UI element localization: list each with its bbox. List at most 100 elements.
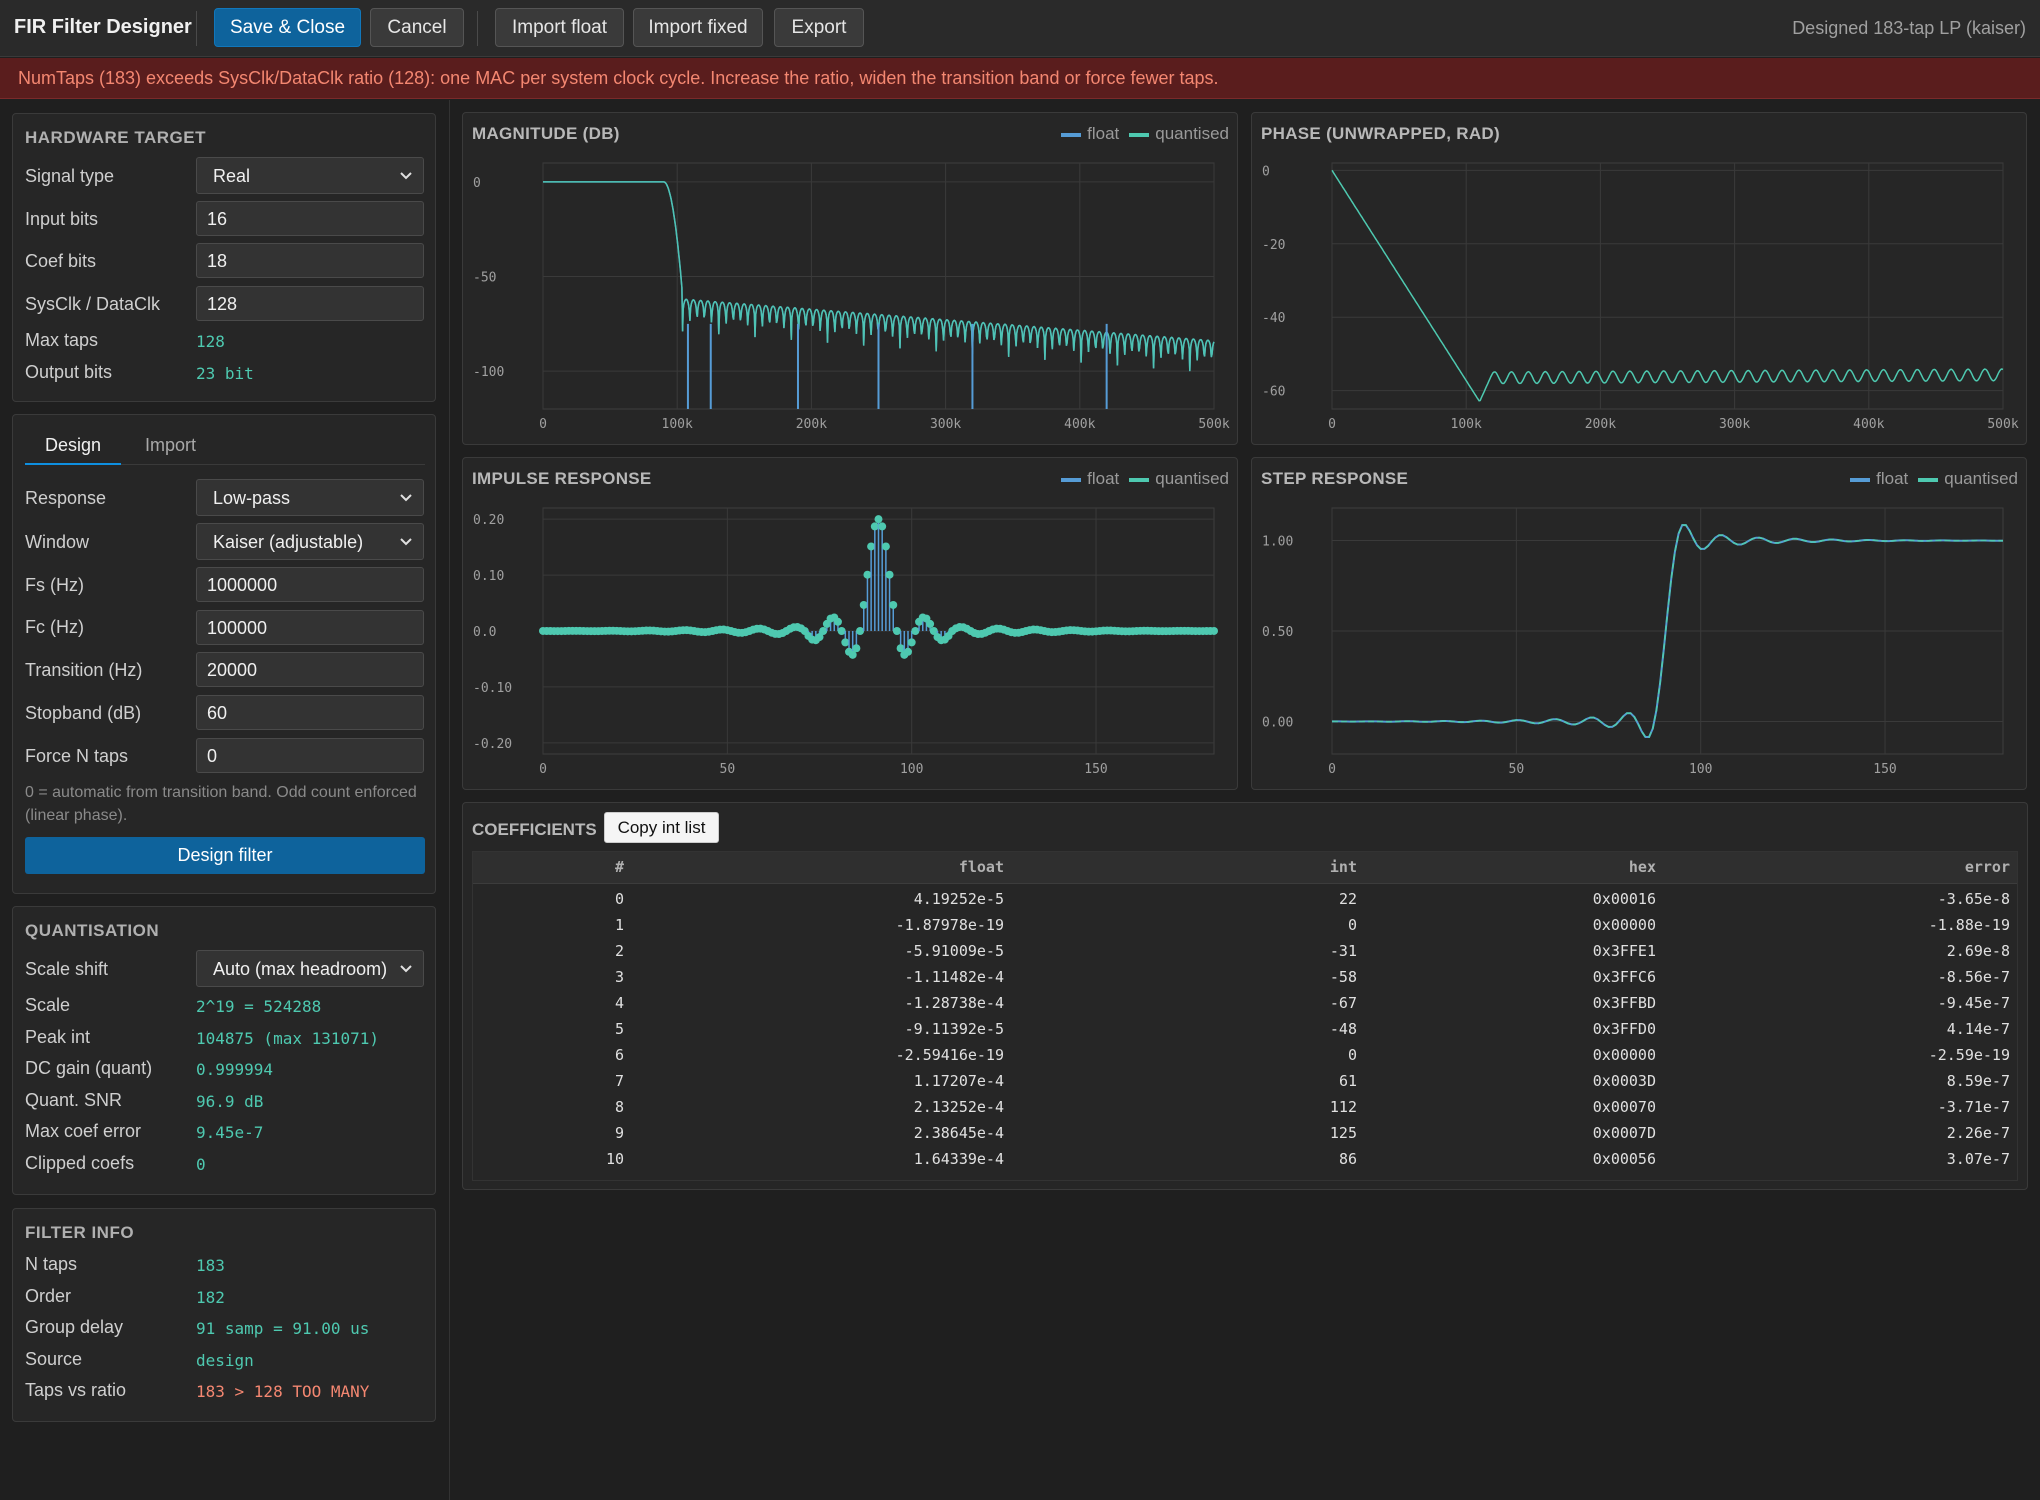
stopband-field[interactable]: 60 [196, 695, 424, 730]
y-tick-label: 0.20 [473, 513, 504, 528]
col-float: float [958, 858, 1004, 876]
chart-legend: float quantised [1061, 469, 1229, 489]
legend-quantised: quantised [1918, 469, 2018, 489]
x-tick-label: 400k [1064, 417, 1095, 432]
cell-float: -1.87978e-19 [895, 916, 1004, 934]
ratio-label: SysClk / DataClk [25, 294, 161, 314]
coef-bits-label: Coef bits [25, 251, 97, 271]
app-title: FIR Filter Designer [14, 16, 192, 38]
quantisation-panel: QUANTISATION Scale shift Auto (max headr… [12, 906, 436, 1195]
y-tick-label: 0.0 [473, 625, 496, 640]
signal-type-label: Signal type [25, 166, 115, 186]
save-close-button[interactable]: Save & Close [214, 8, 361, 47]
y-tick-label: 0 [1262, 164, 1270, 179]
phase-series-line [1331, 169, 2004, 402]
impulse-point [819, 627, 828, 635]
coefficients-panel: COEFFICIENTS Copy int list # float int h… [462, 802, 2028, 1190]
copy-int-list-button[interactable]: Copy int list [604, 812, 719, 843]
cell-int: 0 [1347, 1046, 1357, 1064]
cell-float: 4.19252e-5 [913, 890, 1004, 908]
hardware-target-panel: HARDWARE TARGET Signal type Real Input b… [12, 113, 436, 402]
tab-import[interactable]: Import [145, 435, 197, 455]
magnitude-chart: 0 100k 200k 300k 400k 500k 0 -50 -100 MAGNITUDE … [462, 112, 1238, 445]
impulse-point [848, 650, 857, 659]
impulse-point [833, 617, 842, 626]
cell-hex: 0x00056 [1592, 1150, 1656, 1168]
export-button[interactable]: Export [774, 8, 864, 47]
window-select[interactable]: Kaiser (adjustable) [196, 523, 424, 560]
clipped-coefs-label: Clipped coefs [25, 1153, 135, 1173]
cell-hex: 0x3FFC6 [1592, 968, 1656, 986]
response-value: Low-pass [213, 488, 291, 508]
chart-title: MAGNITUDE (DB) [472, 124, 620, 143]
col-hex: hex [1628, 858, 1656, 876]
y-tick-label: 0 [473, 176, 481, 191]
step-plot: 0 50 100 150 1.00 0.50 0.00 [1262, 507, 2004, 777]
x-tick-label: 0 [1328, 417, 1336, 432]
cell-hex: 0x00000 [1592, 916, 1656, 934]
x-tick-label: 50 [720, 762, 736, 777]
chevron-down-icon [400, 965, 412, 973]
group-delay-label: Group delay [25, 1317, 124, 1337]
step-chart: 0 50 100 150 1.00 0.50 0.00 STEP RESPONSE floa… [1251, 457, 2027, 790]
fc-field[interactable]: 100000 [196, 610, 424, 645]
cell-error: 3.07e-7 [1946, 1150, 2010, 1168]
cell-hex: 0x00070 [1592, 1098, 1656, 1116]
signal-type-value: Real [213, 166, 251, 186]
x-tick-label: 0 [539, 417, 547, 432]
sidebar: HARDWARE TARGET Signal type Real Input b… [0, 100, 450, 1500]
max-coef-error-label: Max coef error [25, 1121, 142, 1141]
x-tick-label: 200k [1585, 417, 1616, 432]
y-tick-label: 1.00 [1262, 535, 1293, 550]
response-select[interactable]: Low-pass [196, 479, 424, 516]
ratio-field[interactable]: 128 [196, 286, 424, 321]
cell-hex: 0x3FFE1 [1592, 942, 1656, 960]
group-delay-value: 91 samp = 91.00 us [196, 1319, 370, 1338]
table-row: 6 -2.59416e-19 0 0x00000 -2.59e-19 [473, 1040, 2017, 1066]
section-title: FILTER INFO [25, 1223, 135, 1242]
cell-error: 2.69e-8 [1946, 942, 2010, 960]
import-float-button[interactable]: Import float [495, 8, 624, 47]
cancel-button[interactable]: Cancel [370, 8, 464, 47]
cell-hex: 0x00016 [1592, 890, 1656, 908]
import-fixed-button[interactable]: Import fixed [633, 8, 763, 47]
cell-index: 3 [614, 968, 624, 986]
force-taps-hint: 0 = automatic from transition band. Odd … [25, 784, 417, 824]
clipped-coefs-value: 0 [196, 1155, 206, 1174]
y-tick-label: 0.10 [473, 569, 504, 584]
status-text: Designed 183-tap LP (kaiser) [1792, 18, 2026, 38]
chevron-down-icon [400, 172, 412, 180]
quantised-step-line [1332, 524, 2003, 738]
scale-shift-select[interactable]: Auto (max headroom) [196, 950, 424, 987]
cell-index: 0 [614, 890, 624, 908]
y-tick-label: -20 [1262, 238, 1285, 253]
table-row: 10 1.64339e-4 86 0x00056 3.07e-7 [473, 1144, 2017, 1170]
tab-design[interactable]: Design [25, 429, 122, 465]
coef-bits-field[interactable]: 18 [196, 243, 424, 278]
x-tick-label: 300k [930, 417, 961, 432]
impulse-point [881, 542, 890, 551]
output-bits-label: Output bits [25, 362, 113, 382]
cell-index: 9 [614, 1124, 624, 1142]
peak-int-label: Peak int [25, 1027, 91, 1047]
legend-quantised: quantised [1129, 469, 1229, 489]
table-row: 7 1.17207e-4 61 0x0003D 8.59e-7 [473, 1066, 2017, 1092]
fs-field[interactable]: 1000000 [196, 567, 424, 602]
section-title: QUANTISATION [25, 921, 160, 940]
input-bits-field[interactable]: 16 [196, 201, 424, 236]
impulse-point [837, 627, 846, 635]
peak-int-value: 104875 (max 131071) [196, 1029, 380, 1048]
transition-field[interactable]: 20000 [196, 652, 424, 687]
filter-info-panel: FILTER INFO N taps 183 Order 182 Group d… [12, 1208, 436, 1422]
chart-title: IMPULSE RESPONSE [472, 469, 652, 488]
col-index: # [614, 858, 624, 876]
design-filter-button[interactable]: Design filter [25, 837, 425, 874]
table-row: 9 2.38645e-4 125 0x0007D 2.26e-7 [473, 1118, 2017, 1144]
impulse-point [841, 638, 850, 647]
signal-type-select[interactable]: Real [196, 157, 424, 194]
coefficients-table[interactable]: # float int hex error 0 4.19252e-5 22 0x000… [472, 851, 2018, 1181]
impulse-point [859, 600, 868, 609]
force-taps-field[interactable]: 0 [196, 738, 424, 773]
y-tick-label: -40 [1262, 311, 1285, 326]
cell-int: 125 [1329, 1124, 1357, 1142]
